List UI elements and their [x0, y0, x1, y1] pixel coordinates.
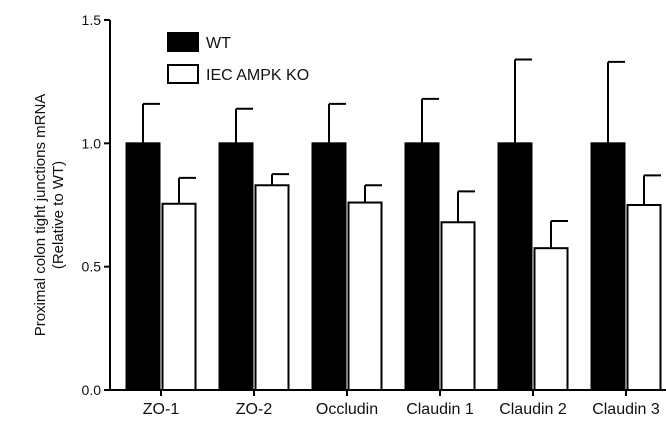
y-tick-label: 0.0 [82, 382, 102, 398]
y-axis-label: Proximal colon tight junctions mRNA (Rel… [32, 94, 67, 337]
bar-wt-zo-2 [218, 142, 254, 391]
bar-ko-claudin-2 [533, 247, 569, 391]
bar-wt-zo-1 [125, 142, 161, 391]
bar-series [125, 142, 662, 391]
category-label: Occludin [316, 401, 378, 418]
bar-ko-claudin-1 [440, 221, 476, 391]
bar-wt-claudin-1 [404, 142, 440, 391]
category-label: Claudin 2 [499, 401, 567, 418]
y-tick-label: 1.5 [82, 12, 102, 28]
category-label: Claudin 1 [406, 401, 474, 418]
category-label: ZO-1 [143, 401, 180, 418]
category-label: Claudin 3 [592, 401, 660, 418]
bar-wt-claudin-2 [497, 142, 533, 391]
legend: WT IEC AMPK KO [167, 32, 309, 84]
error-bars [142, 58, 661, 249]
bar-ko-zo-1 [161, 202, 197, 391]
category-labels: ZO-1 ZO-2 Occludin Claudin 1 Claudin 2 Claudi… [143, 390, 660, 418]
bar-ko-claudin-3 [626, 204, 662, 391]
legend-swatch-ko [167, 64, 199, 84]
axes [109, 20, 666, 391]
bar-wt-occludin [311, 142, 347, 391]
y-axis-label-line-1: Proximal colon tight junctions mRNA [32, 94, 49, 337]
legend-swatch-wt [167, 32, 199, 52]
bar-ko-occludin [347, 201, 383, 391]
legend-label-ko: IEC AMPK KO [206, 67, 309, 84]
y-tick-label: 1.0 [82, 135, 102, 151]
y-axis-label-line-2: (Relative to WT) [50, 161, 67, 269]
y-axis-ticks: 0.0 0.5 1.0 1.5 [82, 12, 110, 398]
bar-ko-zo-2 [254, 184, 290, 391]
legend-label-wt: WT [206, 35, 231, 52]
y-tick-label: 0.5 [82, 259, 102, 275]
bar-wt-claudin-3 [590, 142, 626, 391]
category-label: ZO-2 [236, 401, 273, 418]
